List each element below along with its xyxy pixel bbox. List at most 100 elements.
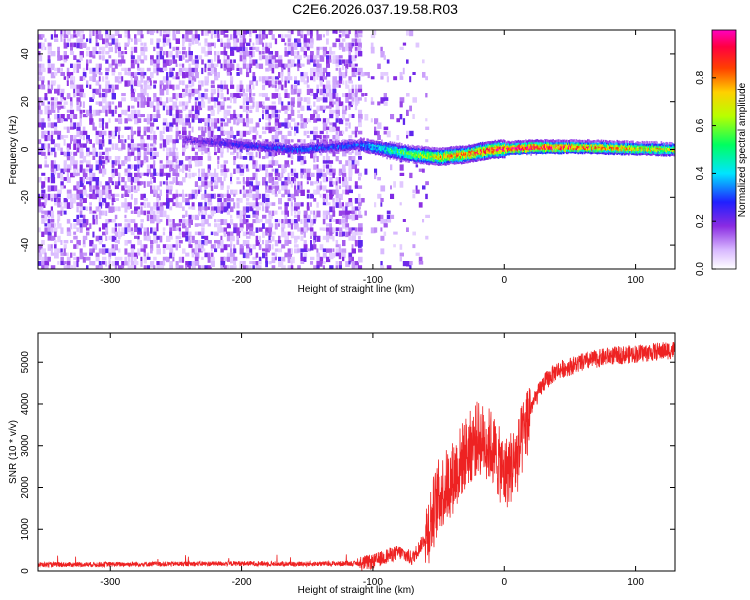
noise-cell [47, 219, 51, 225]
noise-cell [262, 109, 265, 114]
noise-cell [204, 147, 209, 154]
ridge-cell [223, 145, 226, 149]
noise-cell [297, 210, 301, 215]
noise-cell [79, 34, 84, 40]
noise-cell [249, 177, 254, 181]
ridge-cell [373, 145, 376, 149]
noise-cell [73, 164, 78, 170]
noise-cell [322, 51, 327, 57]
ridge-cell [390, 151, 393, 154]
noise-cell [313, 240, 316, 246]
ridge-cell [267, 143, 270, 147]
noise-cell [50, 80, 56, 86]
noise-cell [73, 265, 76, 269]
ridge-cell [211, 144, 214, 147]
noise-cell [156, 101, 160, 109]
noise-cell [121, 143, 126, 150]
ridge-cell [194, 142, 196, 145]
noise-cell [223, 160, 229, 164]
ridge-cell [410, 146, 413, 150]
noise-cell [201, 181, 206, 187]
ridge-cell [410, 158, 413, 162]
ridge-cell [200, 143, 202, 147]
noise-cell [345, 80, 348, 86]
ridge-cell [463, 149, 465, 153]
noise-cell [140, 202, 145, 206]
noise-cell [210, 193, 216, 199]
noise-cell [239, 135, 244, 141]
ridge-cell [414, 149, 417, 153]
ridge-cell [210, 142, 213, 145]
noise-cell [262, 202, 264, 208]
noise-cell [342, 105, 345, 112]
noise-cell [204, 198, 207, 203]
noise-cell [326, 189, 331, 193]
noise-cell [79, 210, 83, 215]
ridge-cell [255, 147, 257, 150]
noise-cell [105, 185, 110, 193]
ridge-cell [204, 138, 207, 142]
ridge-cell [438, 150, 441, 153]
noise-cell [348, 122, 351, 129]
ridge-cell [201, 137, 203, 140]
ridge-cell [188, 136, 191, 139]
noise-cell [386, 214, 391, 222]
noise-cell [255, 164, 258, 171]
noise-cell [105, 59, 109, 64]
noise-cell [89, 114, 93, 121]
ridge-cell [341, 144, 343, 147]
noise-cell [319, 130, 324, 135]
noise-cell [249, 63, 253, 68]
noise-cell [108, 261, 111, 265]
noise-cell [108, 252, 112, 259]
ridge-cell [397, 156, 400, 159]
noise-cell [230, 67, 233, 72]
ridge-cell [451, 161, 454, 165]
noise-cell [73, 84, 77, 89]
noise-cell [102, 244, 106, 248]
ridge-cell [455, 158, 458, 161]
noise-cell [342, 202, 344, 209]
noise-cell [134, 177, 138, 184]
noise-cell [310, 130, 314, 135]
noise-cell [290, 256, 295, 264]
noise-cell [95, 181, 100, 188]
noise-cell [233, 135, 237, 140]
noise-cell [95, 80, 100, 86]
noise-cell [185, 38, 190, 42]
noise-cell [162, 51, 166, 56]
noise-cell [143, 160, 146, 164]
noise-cell [207, 265, 212, 269]
noise-cell [230, 252, 235, 259]
noise-cell [156, 219, 161, 224]
ridge-cell [400, 150, 402, 154]
noise-cell [146, 135, 151, 140]
ridge-cell [226, 144, 229, 147]
ridge-cell [182, 136, 185, 139]
noise-cell [223, 198, 227, 203]
ridge-cell [415, 159, 418, 163]
noise-cell [47, 214, 50, 219]
ridge-cell [306, 143, 309, 147]
noise-cell [166, 189, 169, 194]
noise-cell [233, 93, 238, 99]
noise-cell [118, 265, 123, 269]
noise-cell [162, 30, 167, 34]
ridge-cell [298, 150, 300, 154]
noise-cell [262, 206, 265, 212]
noise-cell [348, 59, 353, 64]
ridge-cell [407, 154, 409, 157]
noise-cell [150, 101, 154, 108]
noise-cell [265, 80, 269, 86]
noise-cell [159, 172, 164, 177]
ridge-cell [272, 146, 275, 149]
ridge-cell [459, 149, 462, 153]
noise-cell [111, 181, 114, 186]
ridge-cell [452, 160, 455, 163]
noise-cell [226, 235, 232, 242]
ridge-cell [450, 153, 452, 156]
noise-cell [303, 38, 308, 45]
ridge-cell [400, 155, 402, 158]
noise-cell [236, 118, 240, 125]
noise-cell [326, 227, 330, 233]
